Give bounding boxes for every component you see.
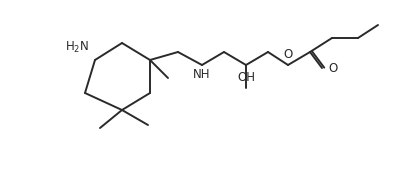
Text: H$_2$N: H$_2$N [65,40,89,55]
Text: OH: OH [237,71,255,84]
Text: O: O [329,61,338,74]
Text: O: O [283,48,293,61]
Text: NH: NH [193,68,211,81]
